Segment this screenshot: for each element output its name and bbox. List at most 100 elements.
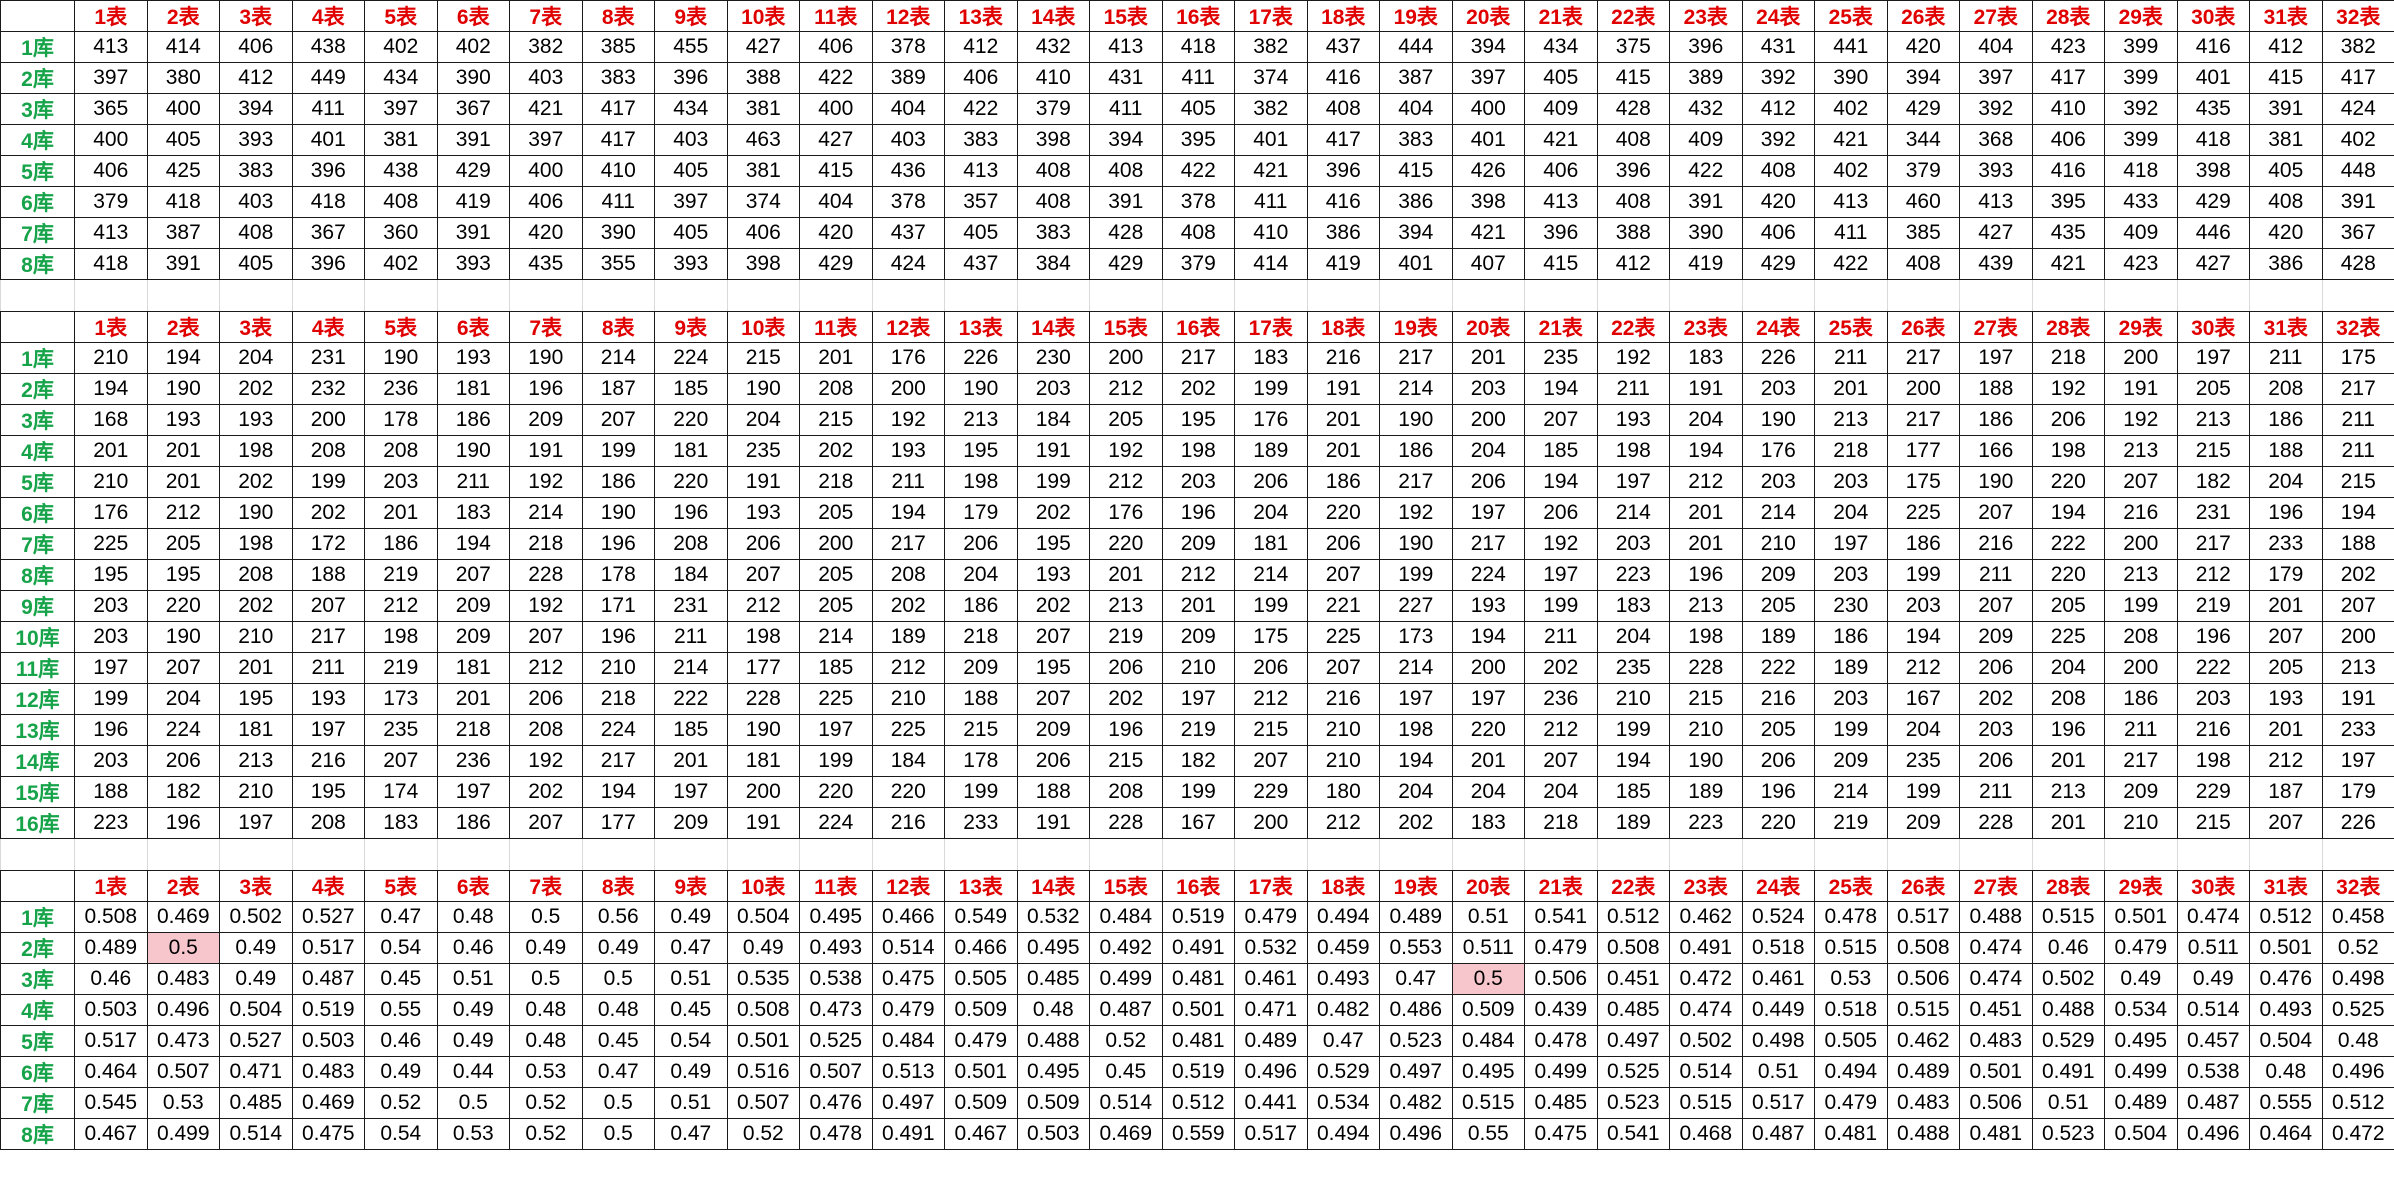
data-cell[interactable]: 0.496 [2321, 1056, 2394, 1088]
data-cell[interactable]: 0.49 [581, 932, 655, 964]
data-cell[interactable]: 411 [1814, 217, 1888, 249]
data-cell[interactable]: 212 [2249, 745, 2323, 777]
column-header[interactable]: 12表 [871, 0, 945, 32]
data-cell[interactable]: 190 [726, 714, 800, 746]
data-cell[interactable]: 420 [1741, 186, 1815, 218]
data-cell[interactable]: 212 [146, 497, 220, 529]
column-header[interactable]: 13表 [944, 0, 1018, 32]
data-cell[interactable]: 200 [2104, 652, 2178, 684]
data-cell[interactable]: 414 [146, 31, 220, 63]
column-header[interactable]: 20表 [1451, 870, 1525, 902]
data-cell[interactable]: 180 [1306, 776, 1380, 808]
data-cell[interactable]: 0.502 [219, 901, 293, 933]
data-cell[interactable]: 406 [1741, 217, 1815, 249]
data-cell[interactable]: 204 [1451, 435, 1525, 467]
data-cell[interactable]: 191 [509, 435, 583, 467]
data-cell[interactable]: 429 [1089, 248, 1163, 280]
row-header[interactable]: 10库 [0, 621, 75, 653]
data-cell[interactable]: 0.518 [1814, 994, 1888, 1026]
column-header[interactable]: 9表 [654, 870, 728, 902]
data-cell[interactable]: 355 [581, 248, 655, 280]
data-cell[interactable]: 190 [1741, 404, 1815, 436]
data-cell[interactable]: 367 [2321, 217, 2394, 249]
data-cell[interactable]: 197 [1524, 559, 1598, 591]
data-cell[interactable]: 0.449 [1741, 994, 1815, 1026]
data-cell[interactable]: 375 [1596, 31, 1670, 63]
data-cell[interactable]: 219 [1089, 621, 1163, 653]
column-header[interactable]: 19表 [1379, 311, 1453, 343]
data-cell[interactable]: 220 [2031, 559, 2105, 591]
data-cell[interactable]: 0.504 [2249, 1025, 2323, 1057]
data-cell[interactable]: 449 [291, 62, 365, 94]
data-cell[interactable]: 213 [2104, 435, 2178, 467]
data-cell[interactable]: 413 [1814, 186, 1888, 218]
column-header[interactable]: 26表 [1886, 0, 1960, 32]
data-cell[interactable]: 213 [219, 745, 293, 777]
data-cell[interactable]: 396 [1669, 31, 1743, 63]
data-cell[interactable]: 0.51 [654, 963, 728, 995]
column-header[interactable]: 21表 [1524, 0, 1598, 32]
data-cell[interactable]: 211 [2249, 342, 2323, 374]
data-cell[interactable]: 217 [1379, 342, 1453, 374]
data-cell[interactable]: 201 [1814, 373, 1888, 405]
data-cell[interactable]: 427 [726, 31, 800, 63]
data-cell[interactable]: 188 [2249, 435, 2323, 467]
data-cell[interactable]: 196 [146, 807, 220, 839]
data-cell[interactable]: 0.476 [799, 1087, 873, 1119]
data-cell[interactable]: 0.514 [871, 932, 945, 964]
data-cell[interactable]: 183 [1669, 342, 1743, 374]
data-cell[interactable]: 408 [1089, 155, 1163, 187]
data-cell[interactable]: 400 [799, 93, 873, 125]
data-cell[interactable]: 0.483 [1959, 1025, 2033, 1057]
data-cell[interactable]: 418 [2176, 124, 2250, 156]
data-cell[interactable]: 211 [1959, 559, 2033, 591]
data-cell[interactable]: 235 [726, 435, 800, 467]
data-cell[interactable]: 379 [1016, 93, 1090, 125]
column-header[interactable]: 11表 [799, 311, 873, 343]
data-cell[interactable]: 0.487 [1741, 1118, 1815, 1150]
data-cell[interactable]: 217 [1161, 342, 1235, 374]
data-cell[interactable]: 428 [1089, 217, 1163, 249]
data-cell[interactable]: 417 [2031, 62, 2105, 94]
data-cell[interactable]: 0.49 [2104, 963, 2178, 995]
data-cell[interactable]: 437 [1306, 31, 1380, 63]
data-cell[interactable]: 0.54 [364, 932, 438, 964]
data-cell[interactable]: 220 [1451, 714, 1525, 746]
data-cell[interactable]: 206 [1234, 652, 1308, 684]
data-cell[interactable]: 203 [1814, 559, 1888, 591]
data-cell[interactable]: 207 [1234, 745, 1308, 777]
data-cell[interactable]: 197 [1451, 497, 1525, 529]
data-cell[interactable]: 383 [1379, 124, 1453, 156]
data-cell[interactable]: 0.502 [1669, 1025, 1743, 1057]
data-cell[interactable]: 418 [2104, 155, 2178, 187]
data-cell[interactable]: 215 [1669, 683, 1743, 715]
column-header[interactable]: 15表 [1089, 870, 1163, 902]
data-cell[interactable]: 367 [291, 217, 365, 249]
column-header[interactable]: 8表 [581, 870, 655, 902]
data-cell[interactable]: 205 [1741, 714, 1815, 746]
data-cell[interactable]: 186 [2104, 683, 2178, 715]
data-cell[interactable]: 204 [1379, 776, 1453, 808]
column-header[interactable]: 2表 [146, 0, 220, 32]
data-cell[interactable]: 0.491 [1161, 932, 1235, 964]
data-cell[interactable]: 0.496 [1379, 1118, 1453, 1150]
data-cell[interactable]: 0.512 [1596, 901, 1670, 933]
data-cell[interactable]: 192 [1596, 342, 1670, 374]
data-cell[interactable]: 195 [146, 559, 220, 591]
data-cell[interactable]: 191 [1669, 373, 1743, 405]
data-cell[interactable]: 413 [74, 217, 148, 249]
column-header[interactable]: 2表 [146, 311, 220, 343]
data-cell[interactable]: 401 [291, 124, 365, 156]
data-cell[interactable]: 198 [2031, 435, 2105, 467]
column-header[interactable]: 31表 [2249, 0, 2323, 32]
data-cell[interactable]: 214 [1596, 497, 1670, 529]
data-cell[interactable]: 0.508 [726, 994, 800, 1026]
data-cell[interactable]: 188 [944, 683, 1018, 715]
data-cell[interactable]: 202 [219, 373, 293, 405]
column-header[interactable]: 22表 [1596, 870, 1670, 902]
data-cell[interactable]: 199 [799, 745, 873, 777]
data-cell[interactable]: 190 [1669, 745, 1743, 777]
data-cell[interactable]: 212 [871, 652, 945, 684]
data-cell[interactable]: 460 [1886, 186, 1960, 218]
data-cell[interactable]: 437 [944, 248, 1018, 280]
